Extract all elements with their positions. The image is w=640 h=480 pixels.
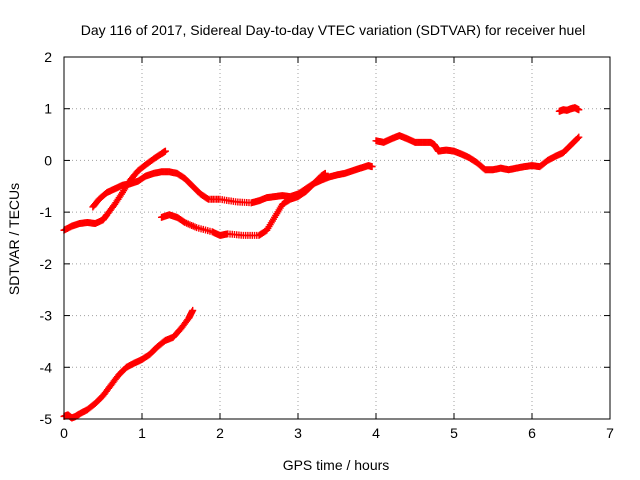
- x-tick-label: 7: [606, 425, 614, 441]
- series-arc-3: [158, 169, 329, 239]
- series-arc-6: [60, 306, 197, 422]
- series-arc-5: [555, 104, 583, 115]
- y-tick-label: 1: [44, 101, 52, 117]
- y-tick-label: -3: [40, 308, 53, 324]
- y-tick-label: -4: [40, 359, 53, 375]
- series-arc-2: [89, 162, 376, 211]
- x-tick-label: 0: [60, 425, 68, 441]
- data-point: [189, 306, 197, 314]
- data-point: [368, 163, 376, 171]
- series-arc-4: [372, 132, 583, 174]
- x-tick-label: 5: [450, 425, 458, 441]
- x-tick-label: 2: [216, 425, 224, 441]
- data-point: [575, 133, 583, 141]
- x-tick-label: 1: [138, 425, 146, 441]
- x-tick-label: 3: [294, 425, 302, 441]
- data-point: [575, 106, 583, 114]
- data-series: [60, 104, 583, 422]
- y-tick-label: -1: [40, 204, 53, 220]
- data-point: [161, 147, 169, 155]
- plot-frame: [63, 56, 611, 420]
- ticks: 0 1 2 3 4 5 6 7 -5 -4 -3 -2 -1 0 1 2: [40, 49, 615, 441]
- x-tick-label: 6: [528, 425, 536, 441]
- x-tick-label: 4: [372, 425, 380, 441]
- chart-title: Day 116 of 2017, Sidereal Day-to-day VTE…: [81, 22, 585, 38]
- data-point: [321, 169, 329, 177]
- y-tick-label: -2: [40, 256, 53, 272]
- y-axis-label: SDTVAR / TECUs: [6, 183, 22, 295]
- x-axis-label: GPS time / hours: [283, 457, 390, 473]
- y-tick-label: 0: [44, 152, 52, 168]
- y-tick-label: 2: [44, 49, 52, 65]
- y-tick-label: -5: [40, 411, 53, 427]
- data-point: [574, 134, 582, 142]
